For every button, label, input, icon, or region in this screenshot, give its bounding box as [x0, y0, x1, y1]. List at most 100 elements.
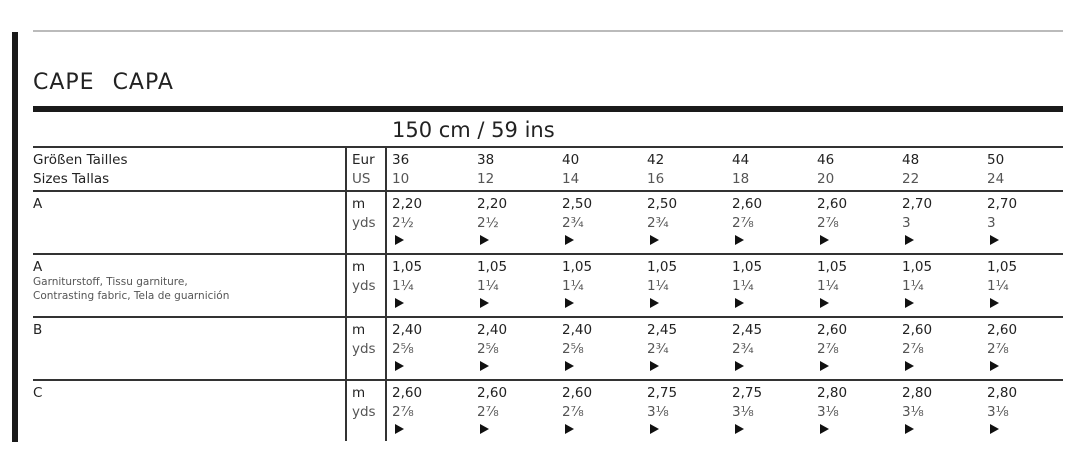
meters-value: 1,05	[647, 259, 678, 275]
us-size: 20	[817, 171, 835, 187]
yards-value: 2¾	[732, 341, 754, 357]
meters-value: 1,05	[732, 259, 763, 275]
meters-value: 1,05	[902, 259, 933, 275]
us-size: 24	[987, 171, 1005, 187]
meters-value: 2,70	[902, 196, 933, 212]
triangle-right-icon	[735, 424, 744, 434]
row-rule	[33, 190, 1063, 192]
yards-value: 3⅛	[817, 404, 839, 420]
triangle-right-icon	[650, 235, 659, 245]
title-rule	[33, 106, 1063, 112]
meters-value: 2,20	[477, 196, 508, 212]
yards-value: 2⅞	[817, 341, 839, 357]
fabric-width: 150 cm / 59 ins	[392, 118, 555, 142]
triangle-right-icon	[395, 361, 404, 371]
meters-value: 2,60	[392, 385, 423, 401]
unit-yds: yds	[352, 278, 376, 294]
yards-value: 1¼	[647, 278, 669, 294]
meters-value: 2,45	[647, 322, 678, 338]
meters-value: 1,05	[392, 259, 423, 275]
triangle-right-icon	[905, 361, 914, 371]
yards-value: 2⅞	[902, 341, 924, 357]
triangle-right-icon	[565, 361, 574, 371]
eur-size: 50	[987, 152, 1005, 168]
triangle-right-icon	[650, 361, 659, 371]
triangle-right-icon	[565, 298, 574, 308]
meters-value: 1,05	[817, 259, 848, 275]
yards-value: 2¾	[562, 215, 584, 231]
unit-divider	[345, 147, 347, 441]
meters-value: 2,40	[562, 322, 593, 338]
meters-value: 2,50	[647, 196, 678, 212]
eur-size: 44	[732, 152, 750, 168]
triangle-right-icon	[905, 424, 914, 434]
eur-size: 42	[647, 152, 665, 168]
meters-value: 2,70	[987, 196, 1018, 212]
view-note: Contrasting fabric, Tela de guarnición	[33, 290, 230, 302]
row-rule	[33, 253, 1063, 255]
yards-value: 2⅞	[392, 404, 414, 420]
triangle-right-icon	[395, 424, 404, 434]
unit-yds: yds	[352, 341, 376, 357]
us-size: 14	[562, 171, 580, 187]
yards-value: 2⅝	[392, 341, 414, 357]
triangle-right-icon	[820, 298, 829, 308]
meters-value: 2,40	[392, 322, 423, 338]
unit-us: US	[352, 171, 371, 187]
triangle-right-icon	[905, 235, 914, 245]
us-size: 12	[477, 171, 495, 187]
eur-size: 40	[562, 152, 580, 168]
eur-size: 46	[817, 152, 835, 168]
row-rule	[33, 316, 1063, 318]
meters-value: 2,40	[477, 322, 508, 338]
meters-value: 1,05	[477, 259, 508, 275]
yards-value: 2½	[477, 215, 499, 231]
triangle-right-icon	[820, 235, 829, 245]
triangle-right-icon	[650, 298, 659, 308]
top-rule	[33, 30, 1063, 32]
left-margin-bar	[12, 32, 18, 442]
meters-value: 2,60	[987, 322, 1018, 338]
yards-value: 2¾	[647, 341, 669, 357]
triangle-right-icon	[480, 424, 489, 434]
meters-value: 2,75	[732, 385, 763, 401]
meters-value: 2,60	[562, 385, 593, 401]
unit-m: m	[352, 196, 366, 212]
triangle-right-icon	[820, 424, 829, 434]
meters-value: 2,80	[902, 385, 933, 401]
meters-value: 2,75	[647, 385, 678, 401]
us-size: 16	[647, 171, 665, 187]
yards-value: 2⅞	[562, 404, 584, 420]
yards-value: 3	[902, 215, 911, 231]
row-rule	[33, 379, 1063, 381]
unit-m: m	[352, 322, 366, 338]
unit-yds: yds	[352, 215, 376, 231]
triangle-right-icon	[990, 235, 999, 245]
triangle-right-icon	[735, 298, 744, 308]
yards-value: 2⅝	[477, 341, 499, 357]
yards-value: 1¼	[732, 278, 754, 294]
meters-value: 2,60	[817, 322, 848, 338]
yards-value: 2½	[392, 215, 414, 231]
unit-m: m	[352, 259, 366, 275]
meters-value: 2,20	[392, 196, 423, 212]
meters-value: 2,60	[817, 196, 848, 212]
meters-value: 1,05	[562, 259, 593, 275]
unit-m: m	[352, 385, 366, 401]
size-divider	[385, 147, 387, 441]
yards-value: 2⅝	[562, 341, 584, 357]
yards-value: 3⅛	[902, 404, 924, 420]
triangle-right-icon	[735, 235, 744, 245]
meters-value: 2,80	[817, 385, 848, 401]
meters-value: 1,05	[987, 259, 1018, 275]
page-title: CAPE CAPA	[33, 70, 174, 95]
triangle-right-icon	[395, 298, 404, 308]
triangle-right-icon	[565, 424, 574, 434]
unit-yds: yds	[352, 404, 376, 420]
triangle-right-icon	[905, 298, 914, 308]
yards-value: 1¼	[817, 278, 839, 294]
eur-size: 48	[902, 152, 920, 168]
triangle-right-icon	[735, 361, 744, 371]
triangle-right-icon	[480, 235, 489, 245]
triangle-right-icon	[395, 235, 404, 245]
